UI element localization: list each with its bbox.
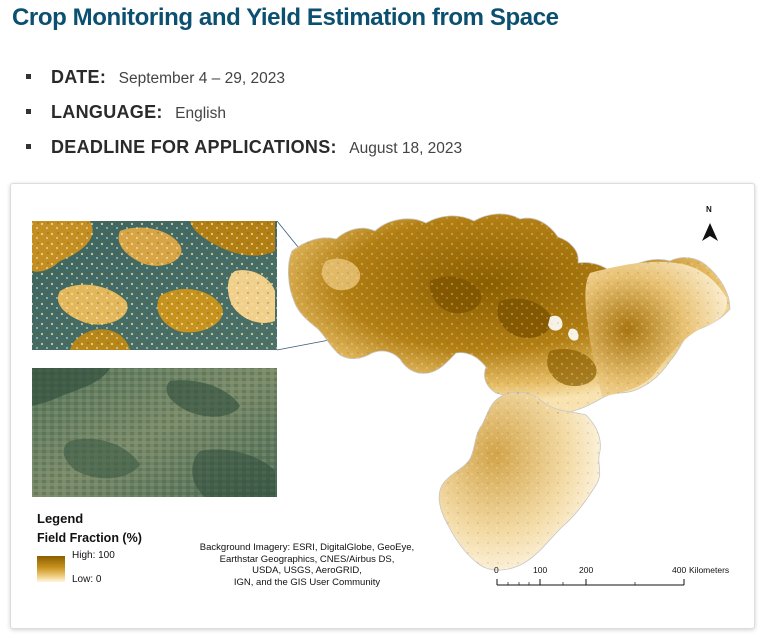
scale-tick-label: 100 [533, 565, 548, 575]
map-figure: N Legend Field Fraction (%) High: 100 Lo… [30, 201, 735, 601]
inset-top [32, 221, 277, 350]
date-label: DATE: [51, 67, 107, 87]
legend-swatch [37, 556, 65, 582]
map-graphic [32, 213, 731, 586]
main-map [288, 213, 731, 571]
language-label: LANGUAGE: [51, 102, 163, 122]
credits-line: IGN, and the GIS User Community [233, 576, 381, 588]
north-arrow-icon [702, 223, 718, 241]
info-list: DATE: September 4 – 29, 2023 LANGUAGE: E… [26, 64, 462, 169]
language-value: English [175, 105, 226, 122]
map-card: N Legend Field Fraction (%) High: 100 Lo… [10, 183, 755, 629]
bullet-icon [26, 144, 31, 149]
scale-unit-label: Kilometers [689, 565, 730, 575]
imagery-credits: Background Imagery: ESRI, DigitalGlobe, … [187, 542, 427, 588]
credits-line: USDA, USGS, AeroGRID, [252, 565, 362, 576]
credits-line: Background Imagery: ESRI, DigitalGlobe, … [199, 542, 415, 553]
deadline-label: DEADLINE FOR APPLICATIONS: [51, 137, 337, 157]
info-item-language: LANGUAGE: English [26, 99, 462, 134]
north-label: N [706, 205, 712, 214]
bullet-icon [26, 109, 31, 114]
credits-line: Earthstar Geographics, CNES/Airbus DS, [219, 553, 395, 565]
scale-tick-label: 200 [579, 565, 594, 575]
info-item-deadline: DEADLINE FOR APPLICATIONS: August 18, 20… [26, 134, 462, 169]
bullet-icon [26, 74, 31, 79]
scale-tick-label: 0 [494, 565, 499, 575]
date-value: September 4 – 29, 2023 [118, 70, 285, 87]
page-title: Crop Monitoring and Yield Estimation fro… [12, 4, 559, 31]
deadline-value: August 18, 2023 [349, 140, 463, 157]
legend-high-label: High: 100 [72, 550, 115, 561]
info-item-date: DATE: September 4 – 29, 2023 [26, 64, 462, 99]
scale-tick-label: 400 [672, 565, 687, 575]
inset-bottom [32, 368, 277, 497]
legend-title: Legend [37, 511, 84, 526]
legend-low-label: Low: 0 [72, 574, 102, 585]
legend-subtitle: Field Fraction (%) [37, 531, 142, 545]
scale-bar [496, 579, 685, 586]
